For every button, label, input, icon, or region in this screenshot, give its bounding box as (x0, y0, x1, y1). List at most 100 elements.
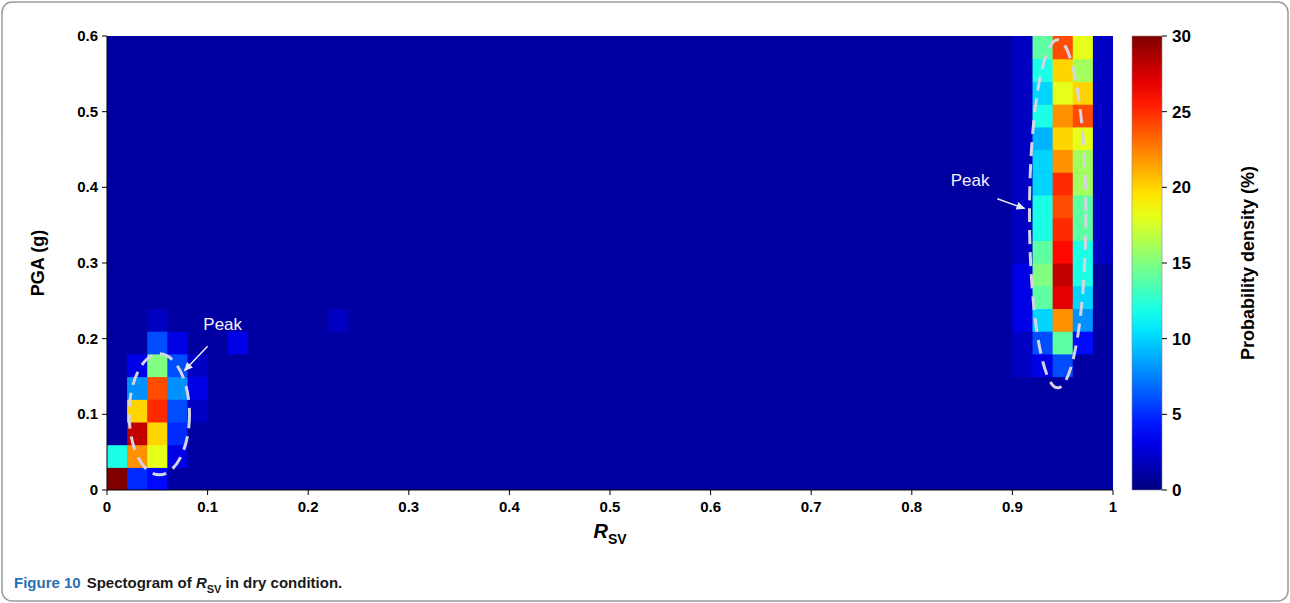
heatmap-cell (147, 150, 168, 173)
heatmap-cell (952, 59, 973, 82)
heatmap-cell (107, 172, 128, 195)
heatmap-cell (630, 240, 651, 263)
heatmap-cell (771, 195, 792, 218)
heatmap-cell (187, 263, 208, 286)
heatmap-cell (208, 104, 229, 127)
heatmap-cell (187, 377, 208, 400)
heatmap-cell (570, 36, 591, 59)
heatmap-cell (972, 286, 993, 309)
heatmap-cell (570, 286, 591, 309)
heatmap-cell (731, 331, 752, 354)
heatmap-cell (1053, 195, 1074, 218)
heatmap-cell (912, 377, 933, 400)
heatmap-cell (610, 422, 631, 445)
heatmap-cell (590, 172, 611, 195)
heatmap-cell (992, 59, 1013, 82)
heatmap-cell (610, 286, 631, 309)
heatmap-cell (650, 354, 671, 377)
heatmap-cell (932, 354, 953, 377)
heatmap-cell (791, 467, 812, 490)
heatmap-cell (469, 104, 490, 127)
heatmap-cell (288, 308, 309, 331)
heatmap-cell (570, 240, 591, 263)
heatmap-cell (509, 218, 530, 241)
heatmap-cell (932, 445, 953, 468)
heatmap-cell (409, 263, 430, 286)
heatmap-cell (630, 127, 651, 150)
heatmap-cell (248, 240, 269, 263)
heatmap-cell (509, 59, 530, 82)
heatmap-cell (892, 331, 913, 354)
heatmap-cell (409, 377, 430, 400)
heatmap-cell (690, 467, 711, 490)
heatmap-cell (610, 377, 631, 400)
heatmap-cell (670, 286, 691, 309)
heatmap-cell (1053, 399, 1074, 422)
heatmap-cell (308, 422, 329, 445)
heatmap-cell (228, 422, 249, 445)
heatmap-cell (187, 240, 208, 263)
heatmap-cell (872, 150, 893, 173)
heatmap-cell (208, 127, 229, 150)
heatmap-cell (851, 422, 872, 445)
heatmap-cell (570, 445, 591, 468)
heatmap-cell (952, 331, 973, 354)
heatmap-cell (570, 195, 591, 218)
plot-area (107, 36, 1113, 490)
heatmap-cell (328, 331, 349, 354)
heatmap-cell (369, 218, 390, 241)
heatmap-cell (711, 127, 732, 150)
heatmap-cell (751, 127, 772, 150)
heatmap-cell (268, 104, 289, 127)
heatmap-cell (389, 59, 410, 82)
heatmap-cell (670, 331, 691, 354)
heatmap-cell (167, 331, 188, 354)
colorbar-tick (1162, 490, 1167, 491)
peak-label: Peak (951, 171, 990, 190)
heatmap-cell (791, 59, 812, 82)
heatmap-cell (932, 150, 953, 173)
heatmap-cell (509, 286, 530, 309)
heatmap-cell (791, 354, 812, 377)
heatmap-cell (851, 81, 872, 104)
heatmap-cell (429, 104, 450, 127)
heatmap-cell (791, 308, 812, 331)
heatmap-cell (570, 354, 591, 377)
heatmap-cell (610, 399, 631, 422)
heatmap-cell (811, 127, 832, 150)
heatmap-cell (932, 81, 953, 104)
heatmap-cell (992, 308, 1013, 331)
heatmap-cell (972, 150, 993, 173)
heatmap-cell (167, 308, 188, 331)
heatmap-cell (489, 150, 510, 173)
heatmap-cell (208, 399, 229, 422)
heatmap-cell (811, 422, 832, 445)
heatmap-cell (509, 377, 530, 400)
colorbar-tick-label: 0 (1172, 481, 1181, 500)
heatmap-cell (348, 172, 369, 195)
caption-text: Spectogram of (87, 574, 196, 591)
heatmap-cell (228, 377, 249, 400)
heatmap-cell (1033, 399, 1054, 422)
heatmap-cell (147, 218, 168, 241)
colorbar-tick (1162, 338, 1167, 339)
heatmap-cell (530, 263, 551, 286)
heatmap-cell (912, 240, 933, 263)
heatmap-cell (912, 104, 933, 127)
heatmap-cell (308, 81, 329, 104)
heatmap-cell (550, 59, 571, 82)
heatmap-cell (851, 286, 872, 309)
heatmap-cell (328, 218, 349, 241)
heatmap-cell (449, 218, 470, 241)
heatmap-cell (610, 104, 631, 127)
heatmap-cell (187, 445, 208, 468)
x-tick (107, 490, 108, 495)
heatmap-cell (348, 308, 369, 331)
heatmap-cell (509, 150, 530, 173)
heatmap-cell (208, 331, 229, 354)
heatmap-cell (489, 263, 510, 286)
heatmap-cell (228, 331, 249, 354)
heatmap-cell (1053, 150, 1074, 173)
heatmap-cell (711, 354, 732, 377)
colorbar-tick-label: 10 (1172, 330, 1191, 349)
